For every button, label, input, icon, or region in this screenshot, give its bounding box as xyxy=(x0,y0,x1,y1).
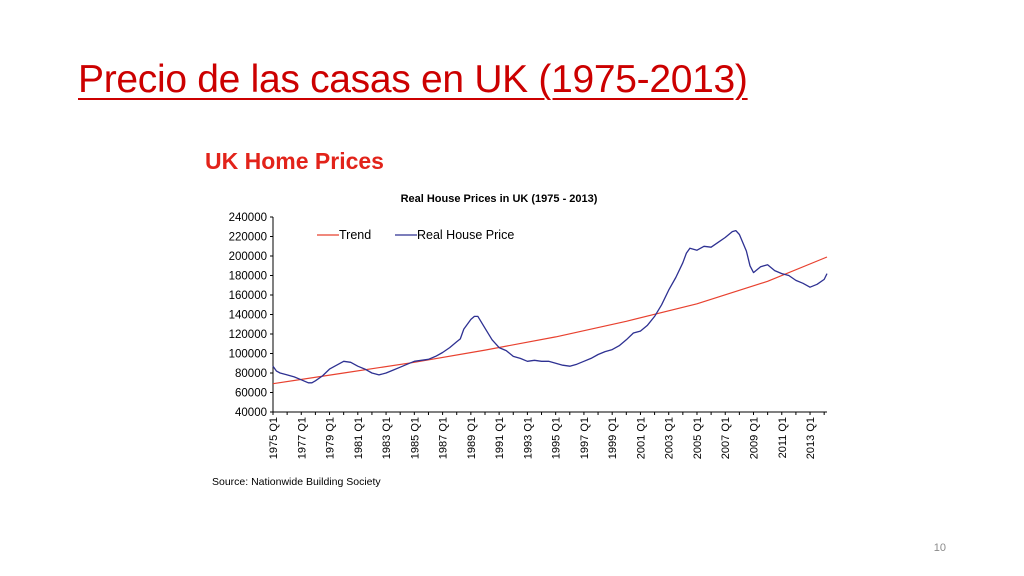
chart-title: Real House Prices in UK (1975 - 2013) xyxy=(401,193,598,205)
y-tick-label: 240000 xyxy=(229,212,267,224)
chart-image: UK Home Prices Real House Prices in UK (… xyxy=(195,135,835,495)
y-tick-label: 40000 xyxy=(235,407,267,419)
y-tick-label: 60000 xyxy=(235,388,267,400)
legend-label: Trend xyxy=(339,228,371,242)
y-tick-label: 140000 xyxy=(229,310,267,322)
x-tick-label: 1989 Q1 xyxy=(466,417,478,459)
slide-title: Precio de las casas en UK (1975-2013) xyxy=(78,58,748,101)
x-tick-label: 2013 Q1 xyxy=(805,417,817,459)
plot-area: 40000 60000 80000 100000 120000 140000 160000 1… xyxy=(229,212,828,459)
series-line-trend xyxy=(272,256,828,385)
x-tick-label: 2009 Q1 xyxy=(749,417,761,459)
y-tick-label: 160000 xyxy=(229,290,267,302)
x-tick-label: 2007 Q1 xyxy=(720,417,732,459)
x-tick-label: 1975 Q1 xyxy=(268,417,280,459)
x-tick-label: 1993 Q1 xyxy=(522,417,534,459)
x-tick-label: 1987 Q1 xyxy=(438,417,450,459)
x-tick-label: 1997 Q1 xyxy=(579,417,591,459)
x-tick-label: 1999 Q1 xyxy=(607,417,619,459)
x-tick-label: 1979 Q1 xyxy=(325,417,337,459)
page-number: 10 xyxy=(933,542,946,554)
x-tick-label: 2005 Q1 xyxy=(692,417,704,459)
x-tick-label: 1985 Q1 xyxy=(409,417,421,459)
x-tick-label: 2011 Q1 xyxy=(777,417,789,458)
x-tick-label: 1991 Q1 xyxy=(494,417,506,459)
series-line-real-house-price xyxy=(272,229,828,384)
y-tick-label: 120000 xyxy=(229,329,267,341)
y-tick-label: 220000 xyxy=(229,232,267,244)
y-tick-label: 180000 xyxy=(229,271,267,283)
x-tick-label: 2003 Q1 xyxy=(664,417,676,459)
y-tick-label: 200000 xyxy=(229,251,267,263)
x-tick-label: 1983 Q1 xyxy=(381,417,393,459)
x-tick-label: 1995 Q1 xyxy=(551,417,563,459)
x-tick-label: 1977 Q1 xyxy=(296,417,308,459)
legend-label: Real House Price xyxy=(417,228,514,242)
x-tick-label: 1981 Q1 xyxy=(353,417,365,459)
chart-heading: UK Home Prices xyxy=(205,148,384,174)
y-tick-label: 80000 xyxy=(235,368,267,380)
chart-svg: UK Home Prices Real House Prices in UK (… xyxy=(205,148,828,488)
y-tick-label: 100000 xyxy=(229,349,267,361)
x-tick-label: 2001 Q1 xyxy=(635,417,647,459)
chart-source: Source: Nationwide Building Society xyxy=(212,476,381,488)
